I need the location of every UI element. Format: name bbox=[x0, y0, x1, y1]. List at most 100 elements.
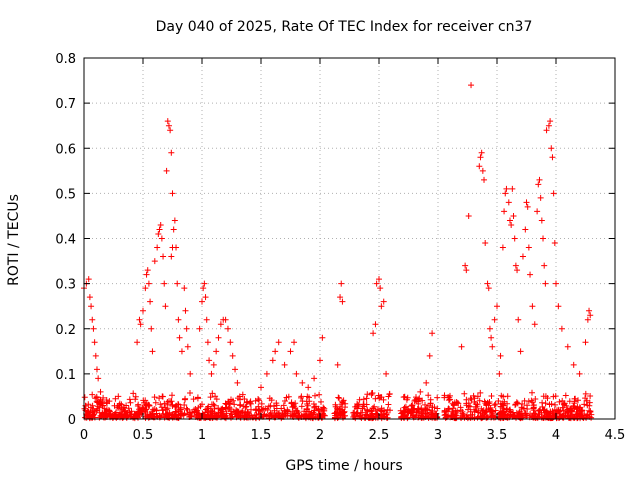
data-point bbox=[199, 298, 205, 305]
data-point bbox=[458, 343, 465, 350]
data-point bbox=[158, 235, 165, 242]
data-point bbox=[168, 253, 175, 260]
noise-band bbox=[81, 389, 595, 422]
data-point bbox=[173, 244, 180, 251]
data-point bbox=[508, 221, 515, 228]
data-point bbox=[89, 316, 96, 323]
data-point bbox=[380, 298, 387, 305]
data-point bbox=[299, 379, 306, 386]
data-point bbox=[505, 199, 512, 206]
data-point bbox=[527, 271, 534, 278]
data-point bbox=[541, 262, 548, 269]
data-point bbox=[174, 280, 181, 287]
data-point bbox=[227, 339, 234, 346]
y-axis: 0 0.1 0.2 0.3 0.4 0.5 0.6 0.7 0.8 bbox=[55, 52, 615, 428]
data-point bbox=[319, 334, 326, 341]
data-point bbox=[481, 176, 488, 183]
data-point bbox=[293, 370, 300, 377]
data-point bbox=[542, 280, 549, 287]
data-point bbox=[497, 352, 504, 359]
data-point bbox=[514, 267, 521, 274]
data-point bbox=[485, 285, 492, 292]
data-point bbox=[337, 294, 344, 301]
data-point bbox=[491, 316, 498, 323]
data-point bbox=[488, 334, 495, 341]
data-point bbox=[317, 357, 323, 364]
y-tick-label: 0.2 bbox=[55, 323, 76, 338]
data-point bbox=[517, 348, 524, 355]
data-point bbox=[525, 244, 532, 251]
data-point bbox=[476, 163, 483, 170]
data-point bbox=[479, 167, 486, 174]
data-point bbox=[484, 280, 491, 287]
data-point bbox=[92, 352, 99, 359]
x-tick-label: 1 bbox=[198, 428, 206, 443]
data-point bbox=[582, 339, 589, 346]
data-point bbox=[411, 397, 418, 404]
data-point bbox=[181, 285, 188, 292]
data-point bbox=[468, 82, 475, 89]
data-point bbox=[576, 370, 583, 377]
data-point bbox=[137, 321, 144, 328]
data-point bbox=[378, 303, 385, 310]
y-tick-label: 0.4 bbox=[55, 233, 76, 248]
data-point bbox=[175, 316, 182, 323]
data-point bbox=[429, 330, 436, 337]
data-point bbox=[547, 118, 554, 125]
x-tick-label: 2.5 bbox=[369, 428, 390, 443]
data-point bbox=[499, 244, 506, 251]
data-point bbox=[263, 370, 270, 377]
data-point bbox=[385, 393, 392, 400]
data-point bbox=[478, 149, 485, 156]
data-point bbox=[548, 145, 555, 152]
data-point bbox=[423, 379, 430, 386]
x-tick-label: 1.5 bbox=[251, 428, 272, 443]
data-point bbox=[183, 325, 190, 332]
data-point bbox=[236, 393, 243, 400]
data-point bbox=[550, 190, 557, 197]
data-point bbox=[206, 357, 213, 364]
data-point bbox=[543, 127, 550, 134]
data-point bbox=[151, 258, 158, 265]
data-point bbox=[272, 348, 279, 355]
y-tick-label: 0.3 bbox=[55, 278, 76, 293]
data-point bbox=[529, 303, 536, 310]
data-point bbox=[383, 370, 390, 377]
data-point bbox=[494, 303, 500, 310]
data-point bbox=[281, 361, 288, 368]
data-point bbox=[163, 167, 170, 174]
data-point bbox=[506, 217, 513, 224]
data-point bbox=[512, 262, 519, 269]
data-point bbox=[553, 280, 559, 287]
data-point bbox=[558, 325, 565, 332]
data-point bbox=[258, 384, 264, 391]
data-point bbox=[489, 343, 496, 350]
data-point bbox=[134, 339, 141, 346]
x-tick-label: 2 bbox=[316, 428, 324, 443]
data-point bbox=[426, 352, 433, 359]
data-point bbox=[269, 357, 276, 364]
y-tick-label: 0.6 bbox=[55, 142, 76, 157]
data-point bbox=[522, 226, 529, 233]
data-point bbox=[229, 352, 236, 359]
data-point bbox=[95, 375, 102, 382]
data-point bbox=[178, 348, 185, 355]
data-point bbox=[224, 325, 231, 332]
data-point bbox=[372, 321, 379, 328]
y-tick-label: 0.7 bbox=[55, 97, 76, 112]
data-point bbox=[551, 240, 558, 247]
data-point bbox=[523, 199, 530, 206]
data-point bbox=[376, 276, 382, 283]
data-point bbox=[184, 343, 191, 350]
data-point bbox=[148, 325, 155, 332]
data-point bbox=[202, 294, 209, 301]
data-point bbox=[339, 298, 346, 305]
data-point bbox=[170, 226, 177, 233]
x-tick-label: 3.5 bbox=[487, 428, 508, 443]
data-point bbox=[91, 339, 98, 346]
data-point bbox=[275, 339, 282, 346]
data-point bbox=[157, 221, 164, 228]
data-point bbox=[482, 240, 489, 247]
x-tick-label: 3 bbox=[434, 428, 442, 443]
